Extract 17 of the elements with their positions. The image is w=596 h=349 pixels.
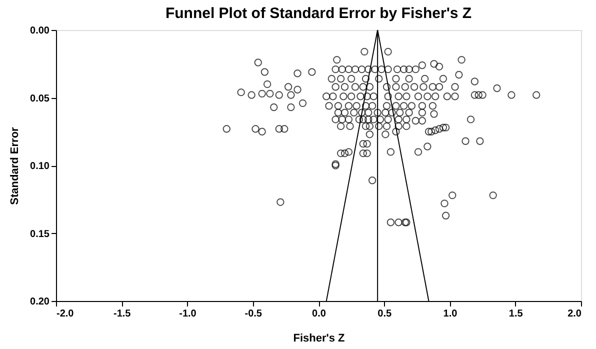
chart-title: Funnel Plot of Standard Error by Fisher's Z [165, 5, 472, 22]
y-axis-title: Standard Error [9, 126, 22, 205]
x-tick-label: -2.0 [56, 308, 74, 320]
y-tick-label: 0.05 [30, 93, 50, 104]
y-tick-label: 0.15 [30, 228, 50, 240]
x-tick-label: 1.5 [508, 308, 524, 320]
y-tick-label: 0.10 [30, 161, 50, 172]
x-tick-label: 1.0 [443, 308, 458, 320]
x-tick-label: 0.5 [378, 308, 392, 320]
y-tick-label: 0.20 [30, 296, 50, 308]
x-axis-title: Fisher's Z [293, 332, 346, 344]
x-tick-label: -1.5 [114, 308, 132, 320]
x-tick-label: -0.5 [244, 308, 262, 320]
x-tick-label: 2.0 [568, 308, 582, 320]
y-tick-label: 0.00 [30, 26, 50, 36]
x-tick-label: 0.0 [312, 308, 326, 320]
x-tick-label: -1.0 [179, 308, 197, 320]
